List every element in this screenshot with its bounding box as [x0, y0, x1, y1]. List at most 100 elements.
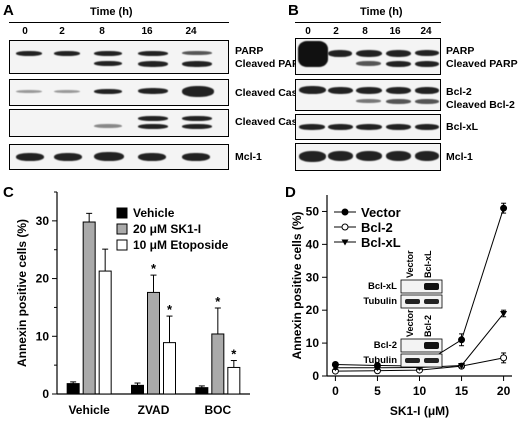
panel-a-label-mcl1: Mcl-1 — [235, 151, 262, 163]
data-point — [458, 362, 466, 369]
legend-marker — [341, 239, 349, 246]
panel-a-time-line — [9, 22, 229, 23]
inset-lane-label: Vector — [405, 250, 415, 278]
y-tick-label: 40 — [306, 237, 320, 251]
legend-swatch — [116, 223, 128, 235]
panel-a-blot-caspase3 — [9, 109, 229, 137]
bar — [82, 221, 96, 395]
bar — [227, 366, 241, 395]
panel-b-lane: 8 — [362, 26, 368, 37]
panel-b-time-title: Time (h) — [360, 6, 403, 18]
panel-b-label-bclxl: Bcl-xL — [446, 121, 479, 133]
inset-row-label: Bcl-xL — [368, 281, 397, 292]
x-tick-label: 10 — [413, 384, 427, 398]
significance-marker: * — [215, 294, 221, 309]
bar — [163, 342, 176, 395]
y-tick-label: 50 — [306, 204, 320, 218]
bar — [195, 387, 209, 395]
inset-band — [424, 299, 439, 304]
inset-band — [424, 358, 439, 363]
bar — [66, 383, 80, 395]
data-point — [500, 354, 508, 362]
legend-label: Vehicle — [133, 206, 175, 220]
panel-b-label-bcl2: Bcl-2 — [446, 86, 472, 98]
legend-label: Bcl-2 — [361, 220, 393, 235]
x-tick-label: ZVAD — [138, 403, 170, 417]
panel-c-chart: 0 10 20 30 Annexin positive cells (%) Vehicle… — [15, 191, 250, 417]
panel-d-chart: 0 10 20 30 40 50 0 5 10 15 20 SK1-I (μM) Annexin pos… — [290, 195, 512, 418]
y-tick-label: 20 — [306, 303, 320, 317]
panel-b-label-mcl1: Mcl-1 — [446, 151, 473, 163]
panel-b-lane: 16 — [389, 26, 401, 37]
data-point — [331, 365, 339, 372]
panel-d-label: D — [285, 184, 296, 201]
panel-a-blot-mcl1 — [9, 144, 229, 170]
legend-swatch — [116, 239, 128, 251]
panel-a-blot-parp — [9, 40, 229, 74]
inset-lane-label: Bcl-xL — [423, 250, 433, 278]
bar — [98, 270, 112, 395]
panel-b-lane: 2 — [333, 26, 339, 37]
legend-marker — [341, 208, 349, 216]
panel-c-label: C — [3, 184, 14, 201]
panel-a-time-title: Time (h) — [90, 6, 133, 18]
data-point — [500, 310, 508, 317]
legend-label: Bcl-xL — [361, 235, 401, 250]
panel-b-lane: 24 — [420, 26, 432, 37]
x-tick-label: 20 — [497, 384, 511, 398]
panel-a-lane: 24 — [185, 26, 197, 37]
panel-b-blot-bcl2 — [295, 79, 441, 111]
inset-blot — [400, 294, 443, 309]
y-tick-label: 0 — [42, 387, 49, 401]
inset-row-label: Tubulin — [363, 355, 397, 366]
data-point — [373, 365, 381, 372]
legend-marker — [341, 223, 349, 231]
panel-b-blot-parp — [295, 38, 441, 75]
panel-a-lane: 8 — [99, 26, 105, 37]
x-tick-label: Vehicle — [68, 403, 110, 417]
x-tick-label: 0 — [332, 384, 339, 398]
panel-a-lane: 2 — [59, 26, 65, 37]
panel-b-label-cleaved-parp: Cleaved PARP — [446, 58, 518, 70]
inset-row-label: Bcl-2 — [374, 340, 397, 351]
panel-a-label: A — [3, 2, 14, 19]
bar — [131, 384, 144, 395]
panel-b-blot-mcl1 — [295, 143, 441, 171]
panel-a-label-parp: PARP — [235, 45, 264, 57]
inset-blot — [400, 353, 443, 368]
legend-label: 10 μM Etoposide — [133, 238, 229, 252]
y-tick-label: 20 — [36, 272, 50, 286]
panel-a-lane: 0 — [22, 26, 28, 37]
panel-a-lane: 16 — [141, 26, 153, 37]
panel-b-label: B — [288, 2, 299, 19]
y-tick-label: 10 — [306, 336, 320, 350]
x-tick-label: 5 — [374, 384, 381, 398]
x-tick-label: BOC — [204, 403, 231, 417]
x-axis-label: SK1-I (μM) — [390, 404, 449, 418]
y-tick-label: 30 — [306, 270, 320, 284]
data-point — [458, 336, 466, 344]
bar — [147, 291, 160, 395]
x-tick-label: 15 — [455, 384, 469, 398]
panel-b-label-parp: PARP — [446, 45, 475, 57]
panel-b-label-cleaved-bcl2: Cleaved Bcl-2 — [446, 99, 515, 111]
data-point — [500, 204, 508, 212]
panel-a-label-cleaved-parp: Cleaved PARP — [235, 58, 307, 70]
y-axis-label: Annexin positive cells (%) — [290, 211, 304, 359]
inset-band — [424, 342, 439, 349]
legend-label: Vector — [361, 205, 401, 220]
inset-lane-label: Vector — [405, 309, 415, 337]
significance-marker: * — [231, 347, 237, 362]
inset-lane-label: Bcl-2 — [423, 315, 433, 337]
y-tick-label: 10 — [36, 329, 50, 343]
panel-a-blot-caspase9 — [9, 79, 229, 106]
inset-row-label: Tubulin — [363, 296, 397, 307]
significance-marker: * — [167, 302, 173, 317]
panel-b-blot-bclxl — [295, 114, 441, 140]
significance-marker: * — [151, 261, 157, 276]
legend-label: 20 μM SK1-I — [133, 222, 201, 236]
inset-band — [424, 283, 439, 290]
panel-b-lane: 0 — [305, 26, 311, 37]
panel-b-time-line — [295, 22, 441, 23]
bar — [211, 333, 225, 395]
